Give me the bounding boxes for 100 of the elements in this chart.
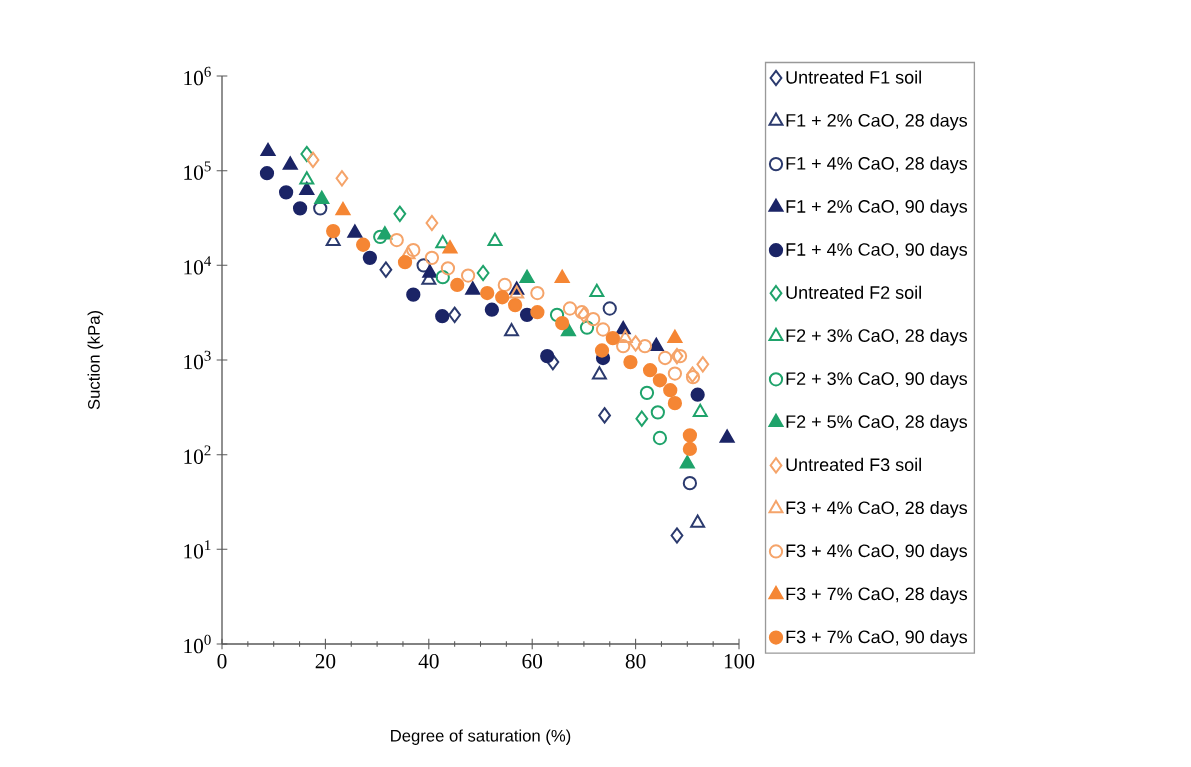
point <box>389 232 404 248</box>
point <box>657 350 673 366</box>
point <box>260 142 276 157</box>
point <box>460 268 476 283</box>
point <box>562 301 578 316</box>
point <box>670 527 684 544</box>
point <box>629 335 643 352</box>
point <box>667 329 683 343</box>
point <box>690 387 705 402</box>
point <box>314 190 330 204</box>
point <box>679 455 695 469</box>
point <box>672 348 688 364</box>
point <box>692 403 708 418</box>
point <box>480 285 495 301</box>
point <box>682 428 698 443</box>
y-tick-label: 10$^{3}$ <box>184 350 211 370</box>
point <box>555 316 570 331</box>
point <box>682 476 698 491</box>
point <box>623 354 638 370</box>
point <box>682 441 698 457</box>
legend-label: Untreated F1 soil <box>786 70 921 84</box>
point <box>652 373 668 388</box>
point <box>667 396 683 411</box>
point <box>549 307 565 322</box>
point <box>509 285 525 299</box>
point <box>639 385 655 400</box>
legend-label: F2 + 3% CaO, 28 days <box>786 328 968 346</box>
point <box>306 151 320 169</box>
point <box>465 281 481 295</box>
y-axis-title: Suction (kPa) <box>87 311 104 410</box>
point <box>602 301 617 316</box>
point <box>440 261 456 276</box>
legend-label: F1 + 4% CaO, 28 days <box>786 156 968 174</box>
legend-label: F3 + 7% CaO, 28 days <box>786 586 968 604</box>
point <box>495 290 510 305</box>
x-tick-label: 80 <box>625 654 646 669</box>
point <box>652 430 668 446</box>
point <box>335 170 349 187</box>
point <box>406 242 421 258</box>
y-tick-label: 10$^{6}$ <box>184 66 211 86</box>
point <box>356 237 371 252</box>
point <box>591 366 607 380</box>
legend-label: F1 + 2% CaO, 28 days <box>786 113 968 131</box>
point <box>719 429 735 443</box>
point <box>393 205 407 223</box>
point <box>667 366 683 381</box>
x-tick-label: 20 <box>315 654 336 669</box>
point <box>300 145 314 163</box>
point <box>484 302 500 317</box>
point <box>400 246 416 260</box>
point <box>598 407 611 424</box>
point <box>508 297 523 313</box>
point <box>663 383 678 398</box>
point <box>326 223 341 239</box>
x-tick-label: 100 <box>724 654 755 669</box>
x-axis-title: Degree of saturation (%) <box>391 729 571 745</box>
point <box>650 405 665 420</box>
y-tick-label: 10$^{4}$ <box>184 256 212 275</box>
point <box>574 305 589 320</box>
point <box>422 264 438 278</box>
point <box>696 356 710 373</box>
point <box>416 258 431 273</box>
point <box>476 264 490 282</box>
point <box>424 250 440 265</box>
point <box>642 363 658 378</box>
point <box>554 269 570 284</box>
point <box>299 171 315 185</box>
point <box>637 339 653 354</box>
legend-label: F1 + 4% CaO, 90 days <box>786 242 968 260</box>
point <box>406 287 421 302</box>
point <box>594 343 610 358</box>
y-tick-label: 10$^{0}$ <box>184 634 211 654</box>
point <box>595 322 611 337</box>
point <box>299 181 315 196</box>
point <box>586 312 601 327</box>
point <box>616 339 631 354</box>
legend-label: F3 + 4% CaO, 28 days <box>786 500 968 518</box>
point <box>397 255 413 270</box>
point <box>504 323 519 337</box>
point <box>435 309 450 324</box>
x-tick-label: 60 <box>522 654 543 669</box>
legend-label: Untreated F2 soil <box>786 285 921 299</box>
legend-label: F1 + 2% CaO, 90 days <box>786 199 968 217</box>
point <box>617 329 633 343</box>
point <box>435 270 450 285</box>
point <box>347 224 363 238</box>
legend-label: Untreated F3 soil <box>786 457 921 472</box>
x-tick-label: 0 <box>217 654 227 669</box>
legend-label: F3 + 7% CaO, 90 days <box>786 630 968 647</box>
point <box>292 201 308 216</box>
point <box>425 214 439 232</box>
point <box>335 201 351 216</box>
legend-label: F3 + 4% CaO, 90 days <box>786 543 968 561</box>
point <box>635 410 649 427</box>
point <box>577 306 591 324</box>
point <box>379 261 393 278</box>
point <box>377 226 393 240</box>
point <box>579 320 595 335</box>
point <box>530 305 545 320</box>
point <box>670 347 684 365</box>
